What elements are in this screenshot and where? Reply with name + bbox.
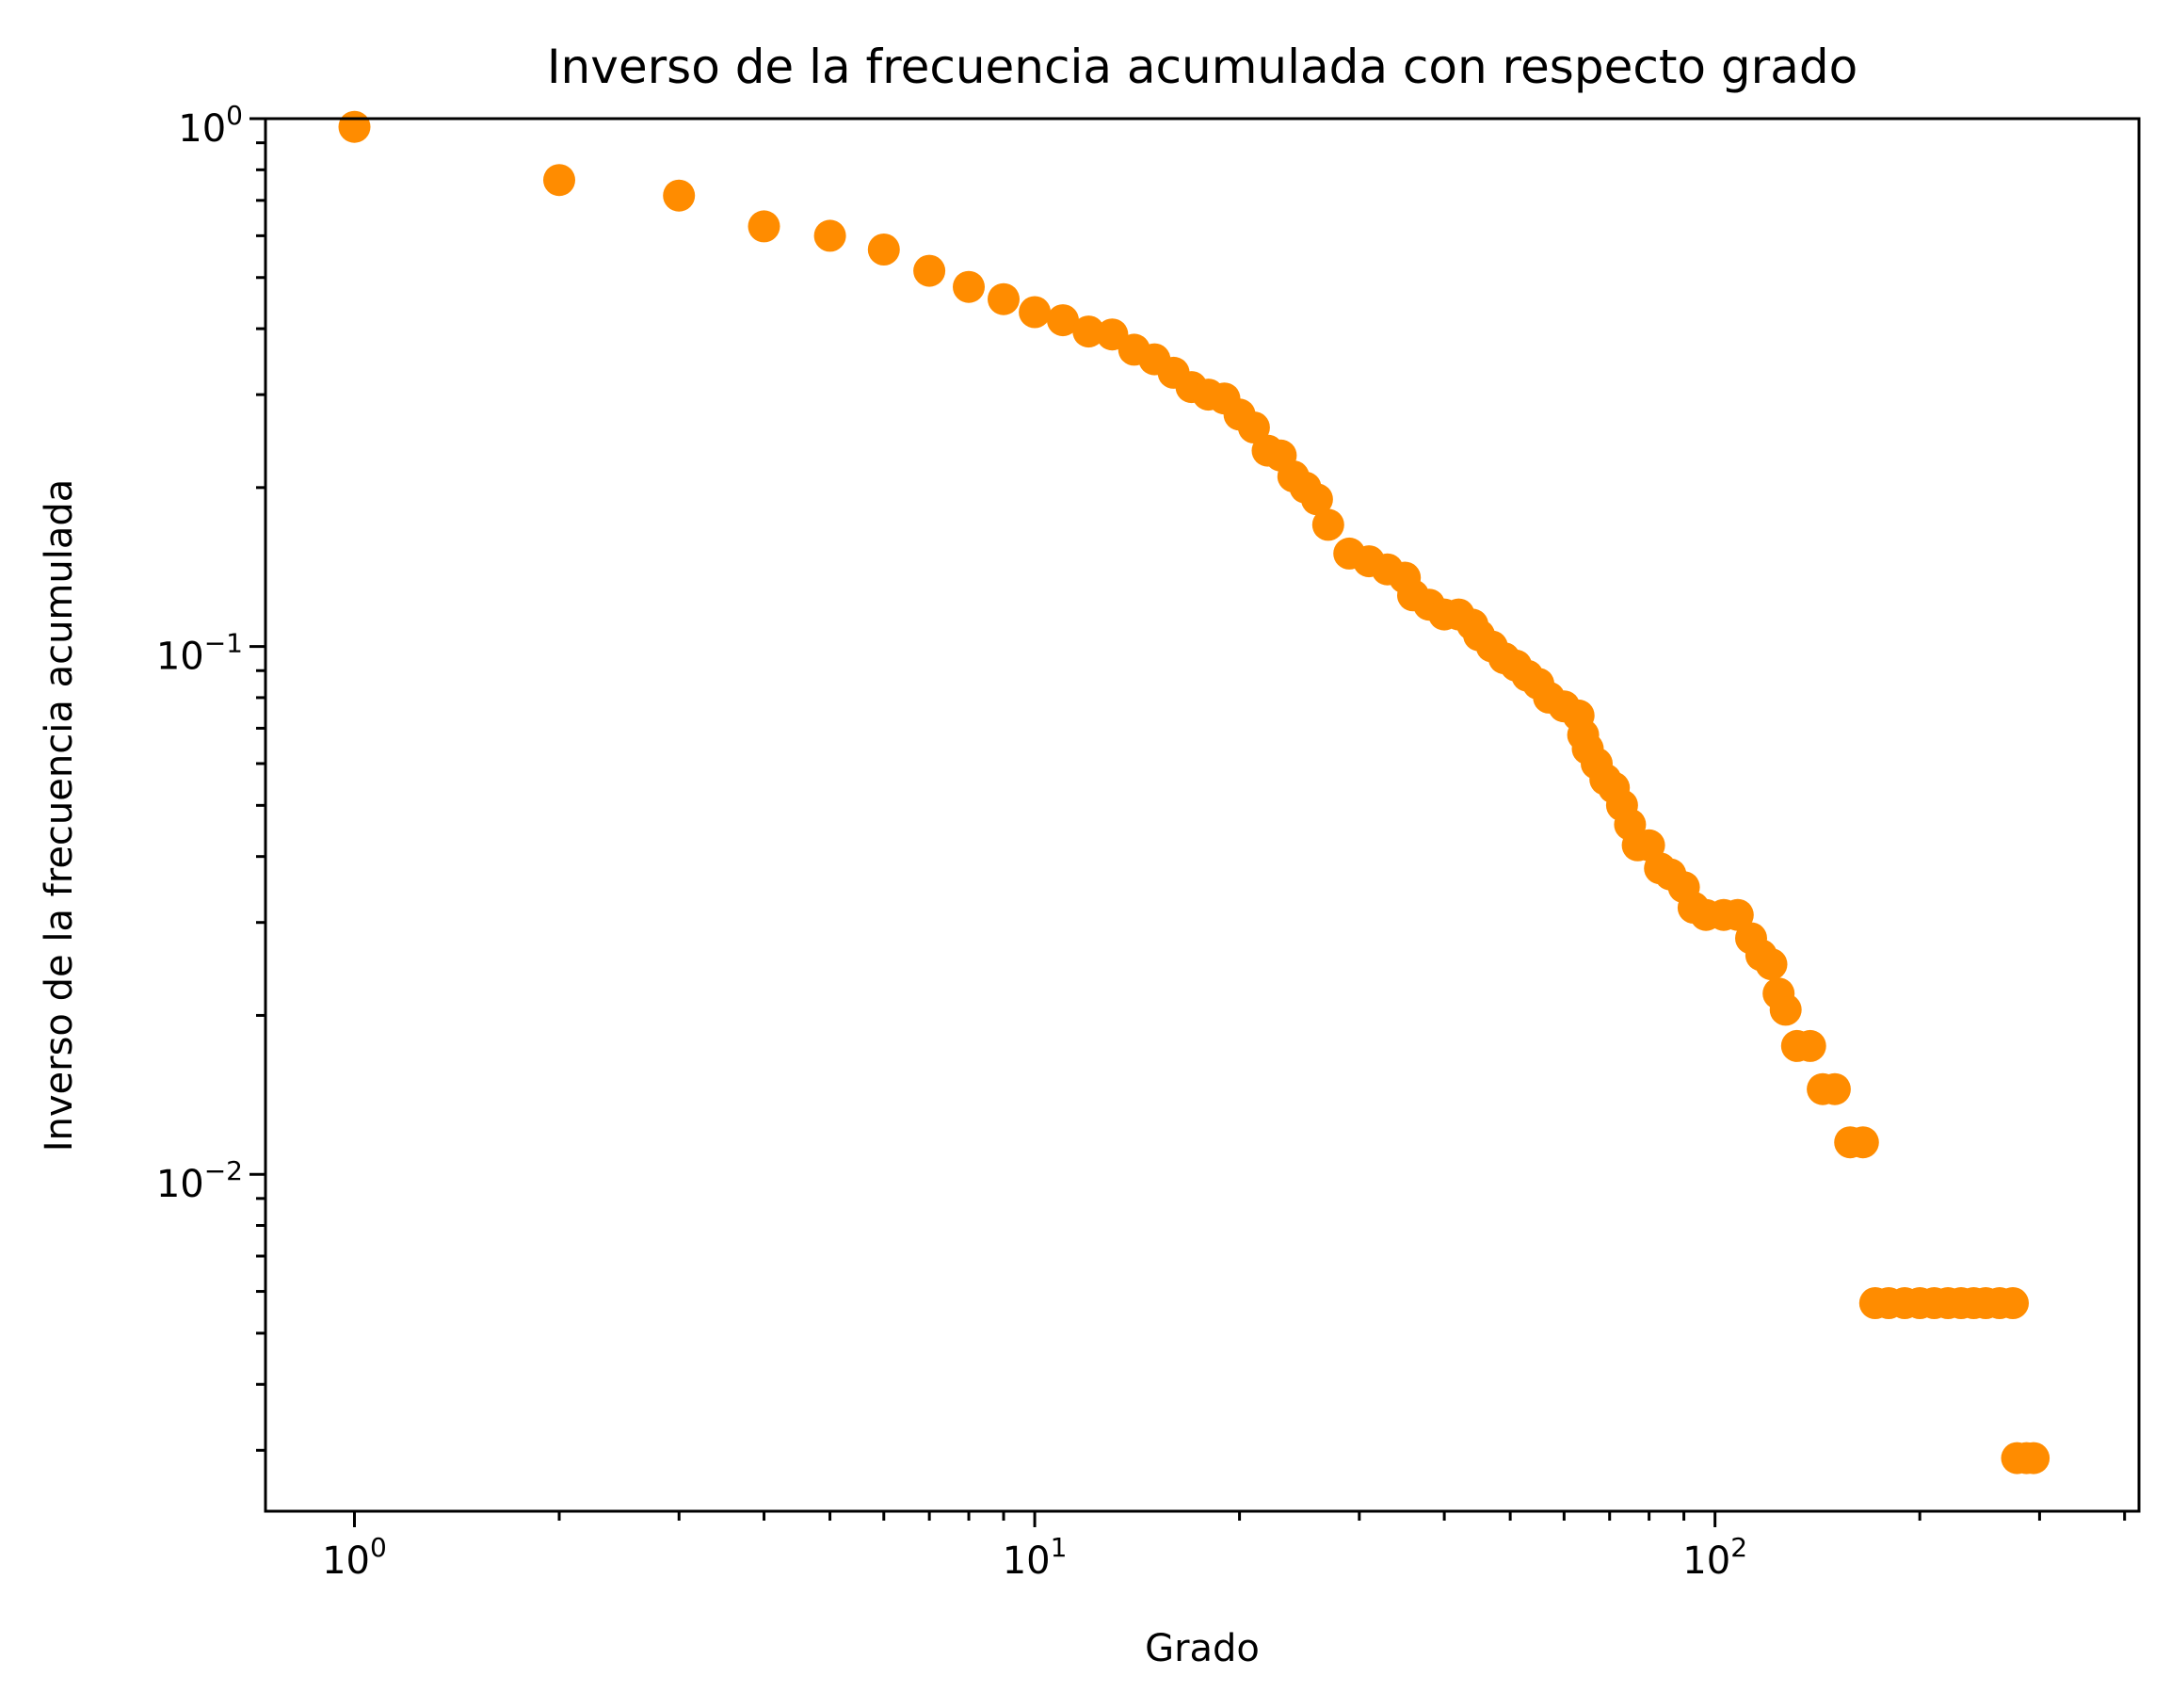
y-axis-label: Inverso de la frecuencia acumulada (38, 479, 81, 1152)
plot-frame (264, 117, 2141, 1513)
data-points (338, 110, 2050, 1474)
data-point (1721, 898, 1754, 931)
data-point (1793, 1029, 1826, 1062)
data-point (2018, 1442, 2050, 1474)
data-point (988, 282, 1020, 315)
axis-ticks: 100 101 102 100 10−1 10−2 (156, 100, 2127, 1583)
data-point (1769, 993, 1802, 1026)
data-point (1846, 1126, 1879, 1159)
data-point (663, 179, 696, 212)
data-point (1311, 508, 1344, 541)
data-point (1300, 483, 1333, 516)
data-point (813, 219, 846, 252)
data-point (867, 234, 900, 266)
x-tick-label: 102 (1682, 1532, 1747, 1583)
y-tick-label: 100 (178, 100, 243, 151)
data-point (1818, 1072, 1851, 1105)
data-point (1047, 304, 1079, 337)
data-point (338, 110, 371, 143)
data-point (1237, 411, 1270, 443)
data-point (1997, 1287, 2029, 1319)
y-tick-label: 10−2 (156, 1155, 243, 1206)
x-tick-label: 101 (1003, 1532, 1068, 1583)
data-point (1019, 296, 1052, 329)
data-point (1072, 315, 1105, 348)
x-tick-label: 100 (322, 1532, 387, 1583)
y-tick-label: 10−1 (156, 628, 243, 679)
x-axis-label: Grado (1145, 1627, 1260, 1670)
data-point (913, 254, 946, 287)
chart-title: Inverso de la frecuencia acumulada con r… (547, 40, 1857, 94)
data-point (953, 270, 985, 303)
data-point (543, 164, 575, 197)
data-point (748, 210, 780, 243)
data-point (1755, 948, 1788, 981)
